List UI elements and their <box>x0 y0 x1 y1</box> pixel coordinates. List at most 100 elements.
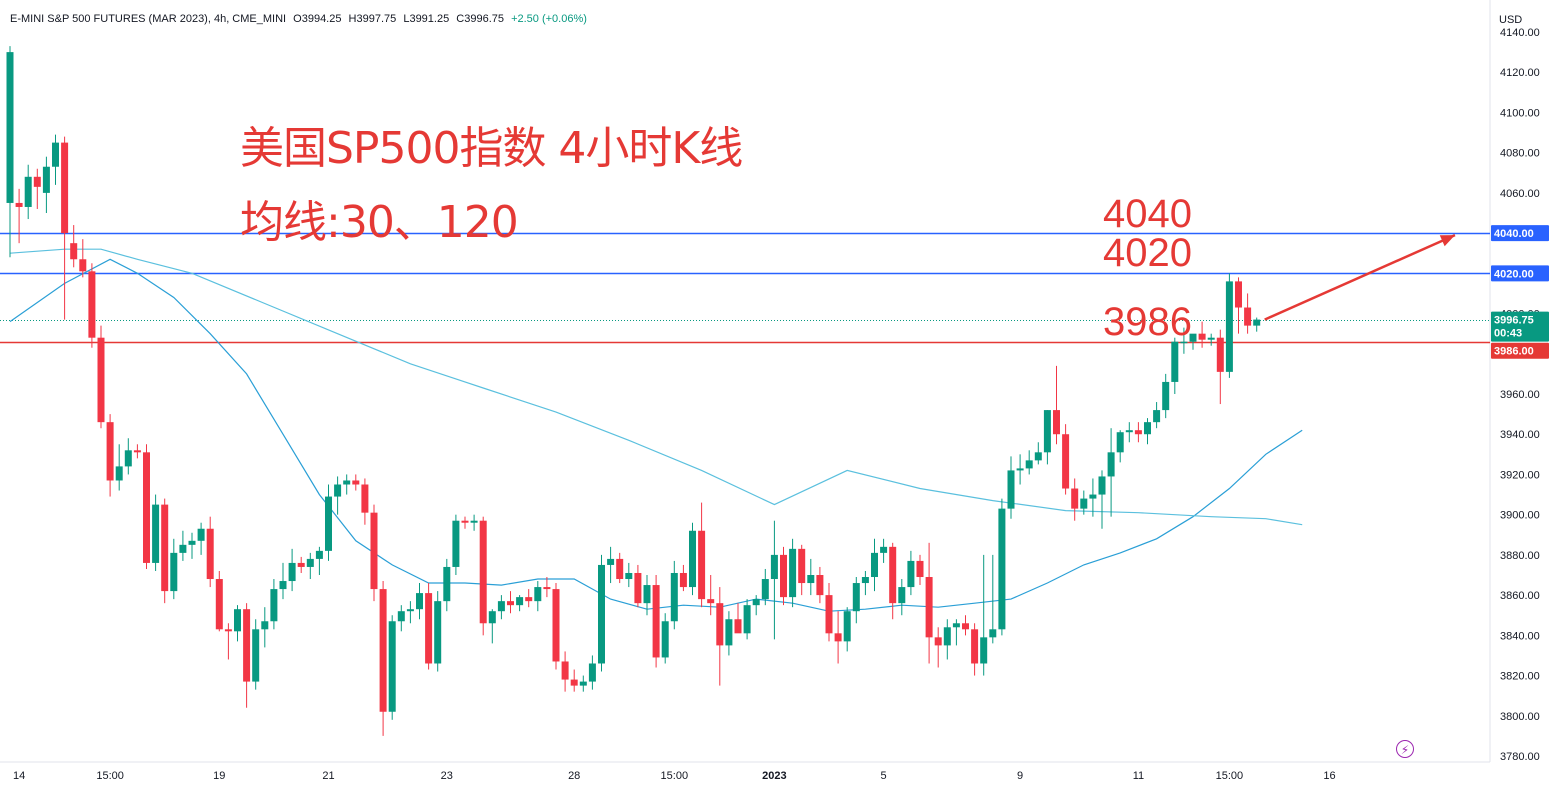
candle[interactable] <box>852 577 860 624</box>
candle[interactable] <box>461 516 469 529</box>
candle[interactable] <box>297 556 305 573</box>
candle[interactable] <box>843 607 851 652</box>
candle[interactable] <box>79 239 87 278</box>
candle[interactable] <box>97 325 105 429</box>
candle[interactable] <box>1162 373 1170 419</box>
candle[interactable] <box>1043 410 1051 465</box>
candle[interactable] <box>470 514 478 531</box>
candle[interactable] <box>1107 428 1115 517</box>
candle[interactable] <box>143 444 150 569</box>
candle[interactable] <box>52 134 59 185</box>
candle[interactable] <box>197 522 205 555</box>
candle[interactable] <box>70 225 78 268</box>
candle[interactable] <box>1098 470 1106 529</box>
candle[interactable] <box>179 530 187 561</box>
candle[interactable] <box>1198 321 1206 348</box>
candle[interactable] <box>416 583 423 620</box>
candle[interactable] <box>206 516 214 588</box>
candle[interactable] <box>497 595 505 620</box>
candle[interactable] <box>170 538 178 600</box>
candle[interactable] <box>789 538 797 608</box>
candle[interactable] <box>288 548 296 592</box>
candle[interactable] <box>215 570 223 632</box>
candle[interactable] <box>306 552 314 580</box>
candle[interactable] <box>343 474 351 495</box>
candle[interactable] <box>507 591 514 614</box>
candle[interactable] <box>24 164 32 220</box>
candle[interactable] <box>133 444 141 459</box>
candle[interactable] <box>588 655 596 690</box>
candle[interactable] <box>889 542 897 620</box>
candle[interactable] <box>261 607 269 648</box>
candle[interactable] <box>152 494 160 571</box>
currency-label[interactable]: USD <box>1499 14 1523 26</box>
candle[interactable] <box>670 560 678 630</box>
price-tag-4040[interactable]: 4040.00 <box>1491 225 1549 242</box>
candle[interactable] <box>798 544 806 596</box>
candle[interactable] <box>543 577 551 598</box>
candle[interactable] <box>33 168 41 209</box>
candle[interactable] <box>479 516 487 636</box>
candle[interactable] <box>998 498 1006 636</box>
candle[interactable] <box>279 562 287 600</box>
candle[interactable] <box>425 583 433 670</box>
candle[interactable] <box>188 532 196 559</box>
candle[interactable] <box>943 619 951 660</box>
symbol-legend[interactable]: E-MINI S&P 500 FUTURES (MAR 2023), 4h, C… <box>10 13 591 25</box>
candle[interactable] <box>734 603 742 634</box>
candle[interactable] <box>443 558 451 612</box>
candle[interactable] <box>861 570 869 596</box>
candle[interactable] <box>334 476 342 515</box>
candle[interactable] <box>1116 430 1124 463</box>
candle[interactable] <box>934 627 942 668</box>
candle[interactable] <box>1034 442 1042 465</box>
candle[interactable] <box>989 554 997 644</box>
candle[interactable] <box>243 603 251 708</box>
candle[interactable] <box>252 619 260 690</box>
candle[interactable] <box>379 581 387 736</box>
price-tag-4020[interactable]: 4020.00 <box>1491 265 1549 282</box>
candle[interactable] <box>1216 329 1224 405</box>
candle[interactable] <box>607 546 615 584</box>
candle[interactable] <box>952 619 960 646</box>
candle[interactable] <box>770 520 778 640</box>
candle[interactable] <box>516 595 524 612</box>
candle[interactable] <box>1071 478 1079 521</box>
candle[interactable] <box>616 552 624 584</box>
candle[interactable] <box>1062 424 1070 495</box>
candle[interactable] <box>825 583 833 642</box>
candle[interactable] <box>434 591 442 672</box>
candle[interactable] <box>1053 365 1060 445</box>
candle[interactable] <box>397 605 405 632</box>
candle[interactable] <box>1235 277 1242 334</box>
candle[interactable] <box>925 542 933 664</box>
candles[interactable] <box>6 46 1261 736</box>
symbol-title[interactable]: E-MINI S&P 500 FUTURES (MAR 2023), 4h, C… <box>10 13 287 25</box>
candle[interactable] <box>6 46 14 258</box>
candle[interactable] <box>570 669 578 692</box>
candle[interactable] <box>625 562 633 588</box>
candle[interactable] <box>1180 327 1188 354</box>
candle[interactable] <box>816 566 824 604</box>
candle[interactable] <box>716 587 724 686</box>
candle[interactable] <box>61 136 69 320</box>
candle[interactable] <box>1153 402 1161 429</box>
candle[interactable] <box>1189 333 1197 350</box>
candle[interactable] <box>579 675 587 692</box>
candle[interactable] <box>1244 293 1252 334</box>
candle[interactable] <box>452 514 460 575</box>
candle[interactable] <box>643 575 651 616</box>
lightning-icon[interactable]: ⚡ <box>1396 740 1414 758</box>
candle[interactable] <box>725 611 733 656</box>
candle[interactable] <box>761 568 769 606</box>
candle[interactable] <box>1144 418 1151 445</box>
candle[interactable] <box>1207 333 1215 346</box>
candle[interactable] <box>115 444 123 491</box>
candle[interactable] <box>652 575 660 668</box>
candle[interactable] <box>834 611 842 664</box>
candle[interactable] <box>871 538 878 592</box>
candle[interactable] <box>406 601 414 624</box>
candle[interactable] <box>370 504 378 602</box>
